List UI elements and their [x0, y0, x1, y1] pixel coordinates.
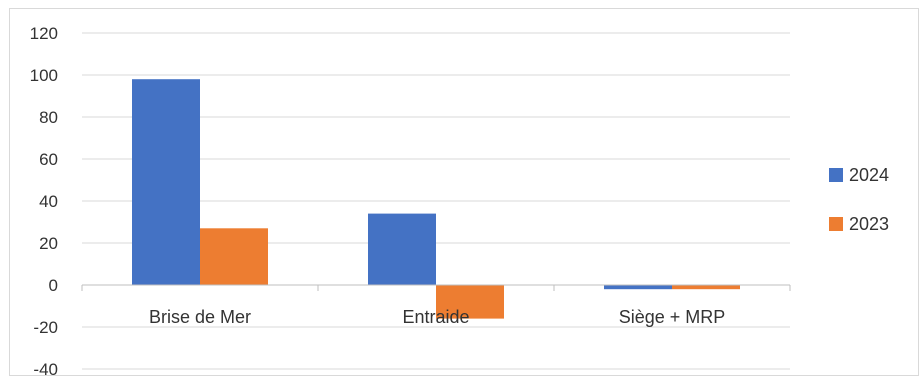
y-tick-label: 120 [30, 24, 58, 43]
bar-2024-2 [604, 285, 672, 290]
x-category-label: Brise de Mer [149, 307, 251, 327]
bar-2023-0 [200, 228, 268, 285]
y-tick-label: 40 [39, 192, 58, 211]
legend-label: 2024 [849, 165, 889, 185]
legend-label: 2023 [849, 214, 889, 234]
y-tick-label: -40 [33, 360, 58, 379]
bar-2023-2 [672, 285, 740, 290]
legend-swatch-2024 [829, 168, 843, 182]
x-category-label: Entraide [402, 307, 469, 327]
y-tick-label: 0 [49, 276, 58, 295]
bar-2024-0 [132, 79, 200, 285]
y-tick-label: 80 [39, 108, 58, 127]
y-tick-label: 60 [39, 150, 58, 169]
legend-swatch-2023 [829, 217, 843, 231]
y-tick-label: 100 [30, 66, 58, 85]
x-category-label: Siège + MRP [619, 307, 726, 327]
bar-2023-1 [436, 285, 504, 319]
y-tick-label: -20 [33, 318, 58, 337]
bar-2024-1 [368, 213, 436, 285]
y-tick-label: 20 [39, 234, 58, 253]
